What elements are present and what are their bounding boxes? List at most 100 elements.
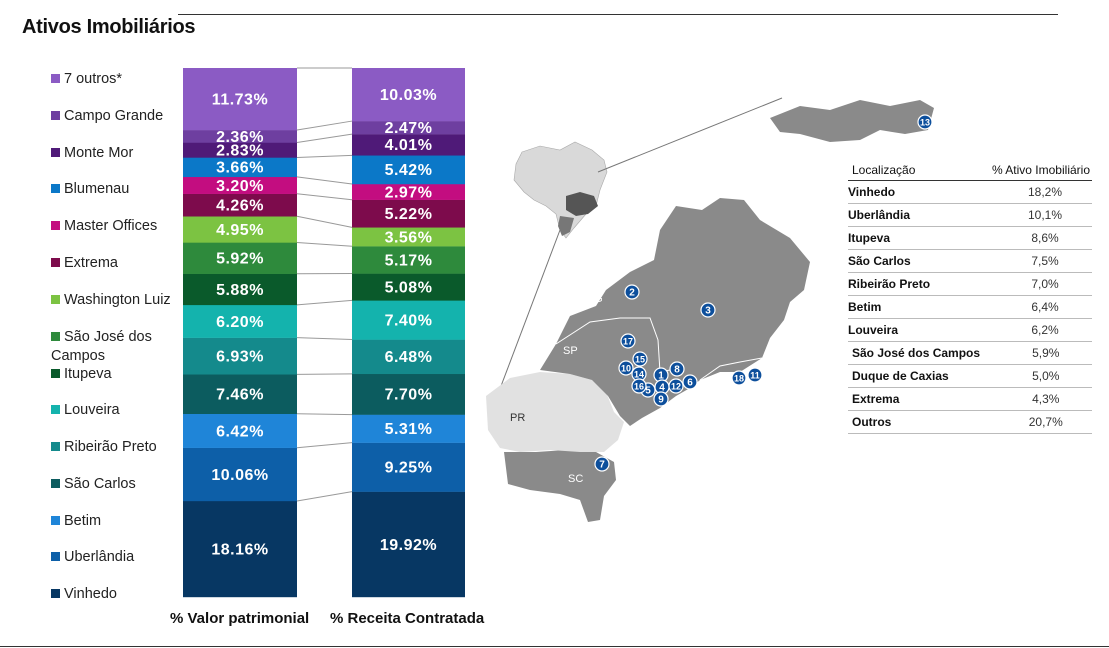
legend-swatch: [51, 589, 60, 598]
legend-swatch: [51, 552, 60, 561]
map-marker-label: 9: [658, 395, 664, 406]
table-cell-location: Ribeirão Preto: [848, 277, 931, 291]
bar-segment: [352, 442, 465, 492]
map-marker-label: 3: [705, 306, 711, 317]
map-marker: [669, 361, 685, 377]
table-row: Itupeva 8,6%: [848, 227, 1092, 250]
zoom-line: [497, 229, 561, 395]
bar-data-label: 11.73%: [212, 92, 268, 109]
parana-region: [486, 372, 624, 452]
table-cell-percent: 7,5%: [1031, 254, 1059, 268]
brazil-inset-south: [558, 216, 574, 236]
bar-data-label: 5.92%: [216, 251, 264, 268]
bar-segment: [183, 242, 297, 274]
bar-segment: [352, 121, 465, 135]
bar-data-label: 3.20%: [216, 178, 264, 195]
table-cell-percent: 20,7%: [1028, 415, 1063, 429]
legend-item: Blumenau: [51, 180, 181, 199]
connector-line: [296, 337, 353, 341]
legend-swatch: [51, 479, 60, 488]
legend-swatch: [51, 369, 60, 378]
state-border: [699, 357, 763, 381]
table-cell-location: Uberlândia: [848, 208, 911, 222]
legend-item: Campo Grande: [51, 107, 181, 126]
legend-item: Uberlândia: [51, 548, 181, 567]
legend-swatch: [51, 516, 60, 525]
bar-segment: [352, 339, 465, 375]
legend-swatch: [51, 74, 60, 83]
map-marker-label: 5: [645, 386, 651, 397]
state-label-sp: SP: [563, 345, 578, 357]
table-cell-location: São José dos Campos: [852, 346, 981, 360]
bar-segment: [183, 374, 297, 414]
bar-segment: [183, 337, 297, 375]
map-marker: [618, 360, 634, 376]
connector-line: [296, 413, 353, 416]
bar-segment: [183, 273, 297, 306]
bar-data-label: 9.25%: [385, 460, 433, 477]
santa-catarina-region: [504, 450, 616, 522]
map-marker: [620, 333, 636, 349]
bar-data-label: 3.56%: [385, 229, 433, 246]
map-marker: [747, 367, 763, 383]
bar-data-label: 5.88%: [216, 282, 264, 299]
map-marker: [624, 284, 640, 300]
bar-segment: [183, 68, 297, 131]
bar-data-label: 7.40%: [385, 312, 433, 329]
legend-swatch: [51, 442, 60, 451]
map-marker-label: 15: [635, 355, 645, 365]
bar-segment: [352, 68, 465, 122]
connector-line: [296, 133, 353, 144]
connector-line: [296, 299, 353, 306]
bar-segment: [183, 193, 297, 217]
bar-data-label: 7.70%: [385, 387, 433, 404]
legend-label: Master Offices: [64, 218, 158, 234]
bar-data-label: 2.36%: [216, 129, 264, 146]
asset-table: Localização % Ativo Imobiliário Vinhedo 1…: [848, 160, 1092, 434]
legend-item: Betim: [51, 512, 181, 531]
bar-data-label: 18.16%: [211, 541, 268, 558]
bar-segment: [183, 500, 297, 598]
legend-item: Washington Luiz: [51, 291, 181, 310]
bar-data-label: 6.48%: [385, 349, 433, 366]
map-marker-label: 17: [623, 337, 633, 347]
table-cell-percent: 6,4%: [1031, 300, 1059, 314]
map-marker: [653, 391, 669, 407]
bar-segment: [352, 134, 465, 156]
bar-data-label: 5.22%: [385, 206, 433, 223]
table-cell-percent: 7,0%: [1031, 277, 1059, 291]
table-row: Vinhedo 18,2%: [848, 181, 1092, 204]
table-cell-percent: 4,3%: [1032, 392, 1060, 406]
table-cell-location: Betim: [848, 300, 882, 314]
legend-label: Monte Mor: [64, 145, 134, 161]
bar-data-label: 10.03%: [380, 87, 437, 104]
legend-swatch: [51, 148, 60, 157]
map-marker-label: 6: [687, 378, 693, 389]
legend-label: Extrema: [64, 255, 118, 271]
state-label-sc: SC: [568, 473, 583, 485]
bar-data-label: 4.01%: [385, 137, 433, 154]
bar-segment: [183, 142, 297, 158]
bar-data-label: 6.93%: [216, 349, 264, 366]
legend-label: Ribeirão Preto: [64, 439, 157, 455]
map-marker-label: 16: [634, 382, 644, 392]
map-marker: [682, 374, 698, 390]
table-row: Extrema 4,3%: [848, 388, 1092, 411]
legend-label: 7 outros*: [64, 71, 123, 87]
bar-segment: [183, 413, 297, 448]
legend-label: Itupeva: [64, 366, 112, 382]
bar-segment: [183, 216, 297, 243]
bar-segment: [352, 155, 465, 185]
table-row: São Carlos 7,5%: [848, 250, 1092, 273]
connector-line: [296, 154, 353, 158]
table-row: Louveira 6,2%: [848, 319, 1092, 342]
zoom-line: [597, 97, 783, 173]
legend-item: Monte Mor: [51, 144, 181, 163]
bar-data-label: 6.20%: [216, 314, 264, 331]
table-cell-location: Outros: [852, 415, 892, 429]
bar-data-label: 2.83%: [216, 143, 264, 160]
map-marker-label: 1: [658, 371, 664, 382]
table-row: São José dos Campos 5,9%: [848, 342, 1092, 365]
bar-data-label: 5.42%: [385, 162, 433, 179]
legend-item: 7 outros*: [51, 70, 181, 89]
